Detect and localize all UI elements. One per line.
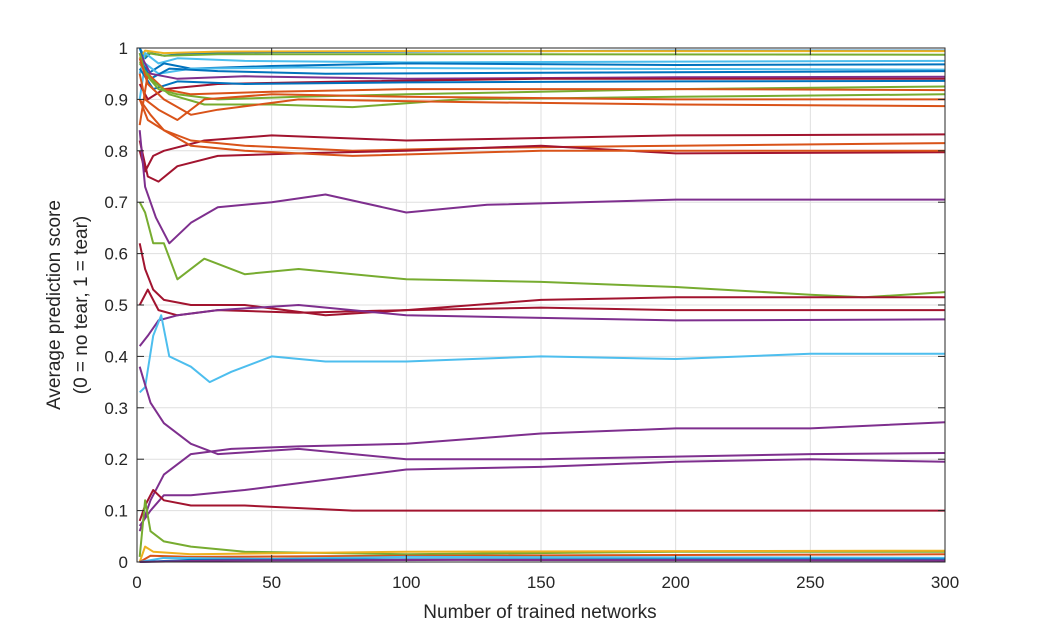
axes [136, 47, 946, 563]
series-line-orange-top3 [138, 57, 946, 116]
y-tick-label: 0.9 [104, 90, 128, 109]
series-line-purple-70 [138, 130, 945, 245]
x-tick-label: 0 [132, 573, 141, 592]
series-line-orange-low [139, 553, 946, 563]
x-axis-label: Number of trained networks [423, 602, 656, 623]
series-line-cyan-top1 [138, 52, 946, 74]
grid [136, 47, 946, 563]
series-line-purple-27 [138, 421, 946, 532]
series-line-green-3 [138, 62, 946, 109]
y-tick-label: 0.6 [104, 245, 128, 264]
series-line-red-83 [138, 133, 946, 173]
series-line-purple-21 [138, 366, 946, 461]
series-line-red-49 [138, 288, 945, 317]
series-line-purple-47 [138, 304, 946, 347]
series-line-orange-top1 [138, 72, 946, 126]
series-line-red-10 [138, 489, 945, 522]
y-tick-label: 1 [119, 39, 128, 58]
y-tick-label: 0.2 [104, 450, 128, 469]
y-axis-label-line1: Average prediction score [44, 200, 65, 410]
y-tick-label: 0 [119, 553, 128, 572]
series-line-green-52 [138, 201, 946, 299]
y-tick-label: 0.3 [104, 399, 128, 418]
x-tick-label: 100 [392, 573, 420, 592]
y-tick-label: 0.1 [104, 502, 128, 521]
series-line-orange-815 [138, 99, 946, 152]
x-tick-label: 200 [661, 573, 689, 592]
series-line-green-low [138, 499, 945, 557]
series-line-red-52 [138, 243, 945, 317]
y-axis-label: Average prediction score (0 = no tear, 1… [44, 200, 92, 410]
series-line-purple-low [139, 558, 946, 563]
y-tick-label: 0.5 [104, 296, 128, 315]
x-tick-label: 300 [931, 573, 959, 592]
y-axis-label-line2: (0 = no tear, 1 = tear) [71, 216, 92, 395]
series-line-orange-80 [138, 98, 945, 157]
series-line-red-top [138, 77, 945, 101]
series-line-yellow-top [138, 49, 945, 59]
y-tick-label: 0.8 [104, 142, 128, 161]
tick-labels: 0 50 100 150 200 250 300 0 0.1 0.2 0.3 0.4 0.5 0.6 0.7… [104, 39, 959, 592]
x-tick-label: 250 [796, 573, 824, 592]
y-tick-label: 0.4 [104, 347, 128, 366]
series-line-cyan-40 [139, 314, 945, 394]
series-line-purple-top [138, 52, 946, 80]
series-line-purple-19 [138, 458, 946, 527]
series-line-red-80 [138, 140, 946, 183]
series-line-yellow-low [138, 545, 946, 563]
x-tick-label: 150 [527, 573, 555, 592]
y-tick-label: 0.7 [104, 193, 128, 212]
x-tick-label: 50 [262, 573, 281, 592]
series-line-orange-top2 [138, 73, 945, 121]
series-line-blue-top [138, 47, 945, 60]
